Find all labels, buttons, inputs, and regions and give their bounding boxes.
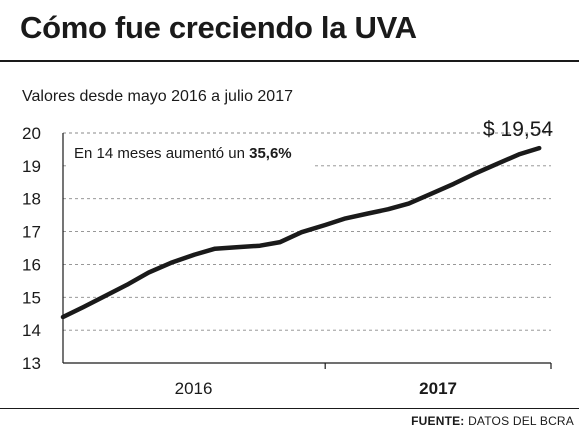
y-tick-label: 18: [22, 190, 41, 209]
y-tick-label: 19: [22, 157, 41, 176]
source-divider: [0, 408, 579, 409]
source-note: FUENTE: DATOS DEL BCRA: [411, 414, 574, 428]
x-period-label: 2016: [175, 379, 213, 398]
chart-subtitle: Valores desde mayo 2016 a julio 2017: [22, 88, 293, 105]
x-axis-period-ticks: [324, 363, 552, 369]
y-tick-label: 17: [22, 223, 41, 242]
uva-series-line: [60, 145, 542, 320]
source-label: FUENTE:: [411, 414, 465, 428]
title-divider: [0, 60, 579, 62]
x-axis-period-labels: 2016 2017: [175, 379, 457, 398]
final-value-label: $ 19,54: [483, 118, 553, 141]
growth-annotation: En 14 meses aumentó un 35,6%: [74, 145, 292, 162]
y-tick-label: 13: [22, 354, 41, 373]
y-tick-label: 15: [22, 288, 41, 307]
x-period-label: 2017: [419, 379, 457, 398]
chart-title: Cómo fue creciendo la UVA: [20, 10, 417, 45]
source-text: DATOS DEL BCRA: [468, 414, 574, 428]
y-axis-tick-labels: 13 14 15 16 17 18 19 20: [22, 124, 41, 373]
annotation-background: [66, 137, 314, 167]
y-tick-label: 16: [22, 255, 41, 274]
growth-annotation-text: En 14 meses aumentó un: [74, 145, 249, 162]
growth-annotation-percent: 35,6%: [249, 145, 292, 162]
y-tick-label: 20: [22, 124, 41, 143]
y-tick-label: 14: [22, 321, 41, 340]
